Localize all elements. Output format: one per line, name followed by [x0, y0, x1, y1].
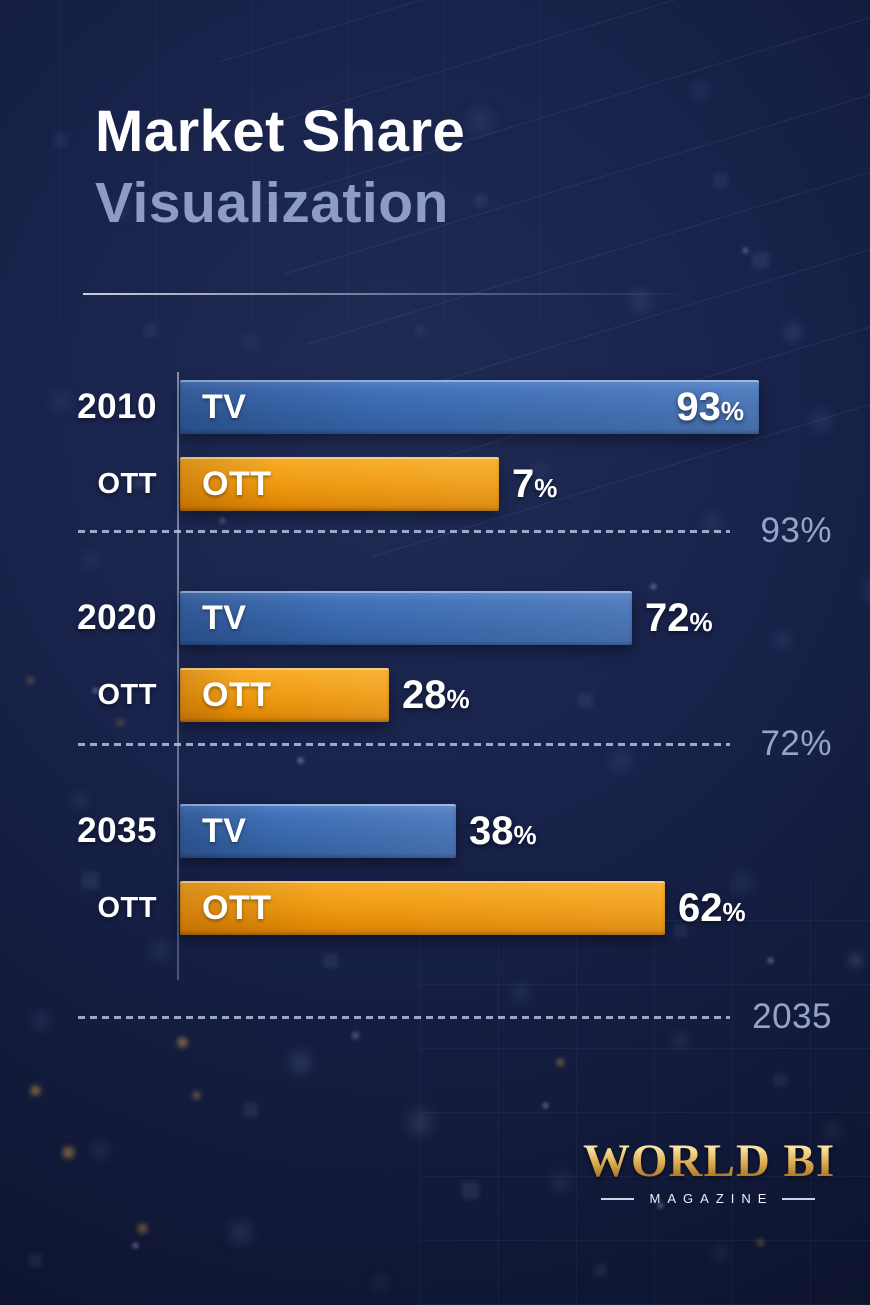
bar-row-tv-2020: 2020 TV 72%: [0, 591, 870, 645]
bar-row-ott-2035: OTT OTT 62%: [0, 881, 870, 935]
logo-dash-right: [782, 1197, 816, 1200]
bar-row-ott-2010: OTT OTT 7%: [0, 457, 870, 511]
separator-2020: 72%: [78, 723, 832, 765]
logo-subtitle-row: MAGAZINE: [583, 1191, 833, 1206]
tv-bar-2035: TV: [180, 804, 456, 858]
tv-bar-2020: TV: [180, 591, 632, 645]
year-label-2010: 2010: [77, 387, 157, 426]
world-biz-magazine-logo: WORLD BIZ MAGAZINE: [583, 1134, 868, 1206]
bar-series-label-ott: OTT: [202, 675, 272, 714]
chart-group-2020: 2020 TV 72% OTT OTT 28%: [0, 591, 870, 745]
bar-value-ott-2035: 62%: [678, 885, 746, 930]
bar-row-tv-2035: 2035 TV 38%: [0, 804, 870, 858]
ott-bar-2010: OTT: [180, 457, 499, 511]
logo-subtitle: MAGAZINE: [649, 1191, 774, 1206]
tv-bar-2010: TV 93%: [180, 380, 759, 434]
separator-2035: 2035: [78, 996, 832, 1038]
separator-label-2010: 93%: [760, 511, 832, 550]
separator-2010: 93%: [78, 510, 832, 552]
row-label-ott-2035: OTT: [97, 891, 157, 924]
title-line-2: Visualization: [95, 170, 449, 235]
bar-series-label-ott: OTT: [202, 464, 272, 503]
bar-value-ott-2020: 28%: [402, 672, 470, 717]
logo-dash-left: [600, 1197, 634, 1200]
title-underline-rule: [83, 293, 690, 295]
bar-value-tv-2035: 38%: [469, 808, 537, 853]
year-label-2020: 2020: [77, 598, 157, 637]
bar-series-label-ott: OTT: [202, 888, 272, 927]
background-bokeh-gold: [0, 0, 1, 1]
title-line-1: Market Share: [95, 99, 466, 164]
bar-series-label-tv: TV: [202, 598, 247, 637]
ott-bar-2035: OTT: [180, 881, 665, 935]
dotted-line-2035: [78, 1015, 730, 1019]
bar-series-label-tv: TV: [202, 811, 247, 850]
bar-row-ott-2020: OTT OTT 28%: [0, 668, 870, 722]
bar-value-ott-2010: 7%: [512, 461, 558, 506]
ott-bar-2020: OTT: [180, 668, 389, 722]
row-label-ott-2010: OTT: [97, 467, 157, 500]
dotted-line-2010: [78, 529, 730, 533]
year-label-2035: 2035: [77, 811, 157, 850]
row-label-ott-2020: OTT: [97, 678, 157, 711]
logo-wordmark: WORLD BIZ: [583, 1135, 868, 1187]
dotted-line-2020: [78, 742, 730, 746]
bar-row-tv-2010: 2010 TV 93%: [0, 380, 870, 434]
separator-label-2035: 2035: [752, 997, 832, 1036]
chart-group-2010: 2010 TV 93% OTT OTT 7%: [0, 380, 870, 534]
chart-axis-line: [177, 372, 179, 980]
bar-value-tv-2010: 93%: [676, 384, 744, 429]
separator-label-2020: 72%: [760, 724, 832, 763]
bar-series-label-tv: TV: [202, 387, 247, 426]
chart-group-2035: 2035 TV 38% OTT OTT 62%: [0, 804, 870, 958]
bar-value-tv-2020: 72%: [645, 595, 713, 640]
page-title: Market Share Visualization: [95, 96, 465, 239]
